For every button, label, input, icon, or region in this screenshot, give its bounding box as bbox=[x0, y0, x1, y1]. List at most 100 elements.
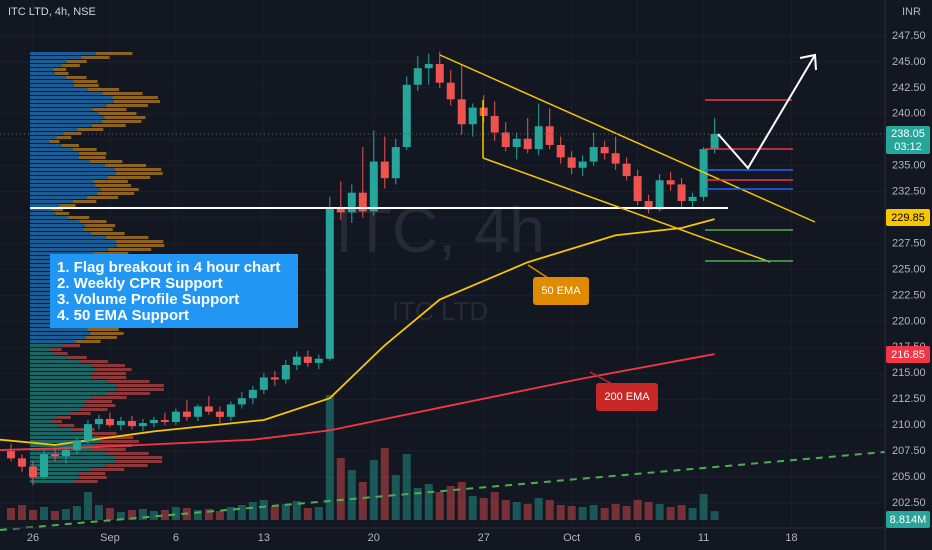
profile-bar bbox=[30, 368, 96, 371]
last-price: 238.05 bbox=[891, 128, 925, 140]
candle-body bbox=[193, 406, 202, 417]
volume-bar bbox=[699, 494, 708, 520]
volume-bar bbox=[512, 502, 521, 520]
ema200-price: 216.85 bbox=[891, 349, 925, 361]
profile-bar bbox=[30, 280, 50, 283]
candle-body bbox=[204, 406, 213, 412]
profile-bar bbox=[30, 196, 87, 199]
volume-bar bbox=[534, 498, 543, 520]
profile-bar bbox=[77, 128, 104, 131]
candle-body bbox=[325, 207, 334, 359]
candle-body bbox=[303, 356, 312, 363]
profile-bar bbox=[30, 428, 72, 431]
y-tick-label: 240.00 bbox=[892, 108, 926, 120]
volume-bar bbox=[457, 482, 466, 520]
volume-bar bbox=[567, 506, 576, 520]
profile-bar bbox=[30, 348, 51, 351]
x-tick-label: 6 bbox=[635, 532, 641, 544]
candle-body bbox=[215, 411, 224, 417]
y-tick-label: 245.00 bbox=[892, 56, 926, 68]
y-tick-label: 215.00 bbox=[892, 367, 926, 379]
volume-bar bbox=[248, 502, 257, 520]
annotation: 3. Volume Profile Support bbox=[57, 291, 239, 308]
profile-bar bbox=[30, 460, 116, 463]
profile-bar bbox=[53, 68, 67, 71]
profile-bar bbox=[91, 124, 126, 127]
candle-body bbox=[655, 180, 664, 210]
chart-title: ITC LTD, 4h, NSE bbox=[8, 6, 96, 18]
candle-body bbox=[259, 377, 268, 390]
volume-bar bbox=[215, 511, 224, 520]
profile-bar bbox=[54, 72, 69, 75]
candles bbox=[6, 51, 719, 486]
profile-bar bbox=[95, 184, 132, 187]
ema-line bbox=[0, 353, 715, 451]
profile-bar bbox=[30, 132, 64, 135]
profile-bar bbox=[30, 160, 90, 163]
profile-bar bbox=[72, 148, 97, 151]
volume-bar bbox=[193, 510, 202, 520]
watermark-sub: ITC LTD bbox=[392, 296, 488, 326]
candle-body bbox=[446, 82, 455, 100]
profile-bar bbox=[30, 476, 80, 479]
profile-bar bbox=[30, 100, 114, 103]
profile-bar bbox=[96, 52, 133, 55]
y-tick-label: 235.00 bbox=[892, 160, 926, 172]
ema200-tag bbox=[886, 346, 930, 363]
candle-body bbox=[61, 450, 70, 457]
candle-body bbox=[292, 356, 301, 365]
price-axis bbox=[885, 0, 932, 550]
profile-bar bbox=[30, 56, 82, 59]
profile-bar bbox=[30, 172, 116, 175]
volume-bar bbox=[600, 508, 609, 520]
x-tick-label: 13 bbox=[258, 532, 270, 544]
profile-bar bbox=[30, 404, 86, 407]
profile-bar bbox=[30, 468, 91, 471]
volume-tag bbox=[886, 511, 930, 528]
profile-bar bbox=[62, 64, 80, 67]
profile-bar bbox=[116, 244, 165, 247]
profile-bar bbox=[30, 136, 57, 139]
profile-bar bbox=[61, 144, 80, 147]
callout bbox=[589, 371, 613, 385]
profile-bar bbox=[30, 388, 117, 391]
profile-bar bbox=[30, 112, 99, 115]
volume-bar bbox=[391, 475, 400, 520]
candle-body bbox=[600, 147, 609, 154]
candle-body bbox=[490, 115, 499, 133]
profile-bar bbox=[30, 212, 56, 215]
profile-bar bbox=[30, 356, 67, 359]
volume-bar bbox=[677, 505, 686, 520]
candle-body bbox=[424, 64, 433, 69]
annotation-box bbox=[50, 254, 298, 328]
levels bbox=[705, 99, 793, 262]
volume-bar bbox=[226, 507, 235, 520]
profile-bar bbox=[81, 56, 110, 59]
candle-body bbox=[39, 454, 48, 478]
profile-bar bbox=[100, 440, 139, 443]
volume-bar bbox=[545, 500, 554, 520]
profile-bar bbox=[92, 376, 127, 379]
volume-bar bbox=[303, 508, 312, 520]
profile-bar bbox=[86, 196, 119, 199]
profile-bar bbox=[105, 464, 148, 467]
candle-body bbox=[413, 68, 422, 85]
profile-bar bbox=[30, 156, 79, 159]
annotation: 2. Weekly CPR Support bbox=[57, 275, 223, 292]
profile-bar bbox=[30, 188, 101, 191]
candle-body bbox=[644, 201, 653, 210]
profile-bar bbox=[79, 152, 107, 155]
profile-bar bbox=[30, 396, 93, 399]
profile-bar bbox=[115, 172, 163, 175]
profile-bar bbox=[106, 104, 149, 107]
trend-line bbox=[0, 451, 886, 531]
profile-bar bbox=[30, 76, 67, 79]
candle-body bbox=[710, 134, 719, 150]
profile-bar bbox=[62, 344, 80, 347]
candle-body bbox=[666, 180, 675, 185]
candle-body bbox=[138, 423, 147, 427]
profile-bar bbox=[85, 404, 116, 407]
candle-body bbox=[567, 157, 576, 168]
profile-bar bbox=[30, 164, 105, 167]
x-tick-label: 6 bbox=[173, 532, 179, 544]
